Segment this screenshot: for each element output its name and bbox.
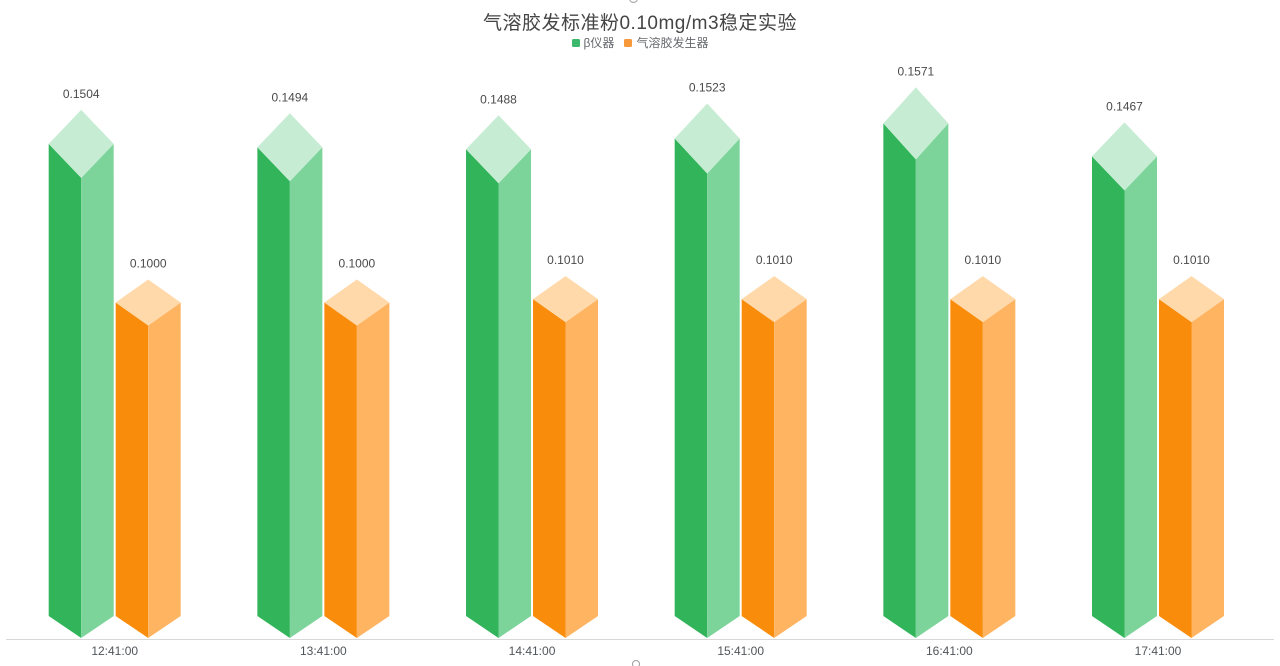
bar-series1-group0[interactable]: 0.1000 bbox=[115, 257, 181, 639]
bar-right-face bbox=[707, 138, 740, 638]
bar-top-cap bbox=[257, 113, 323, 182]
bar-left-face bbox=[1159, 299, 1192, 638]
bar-top-cap bbox=[324, 279, 390, 326]
value-label: 0.1000 bbox=[339, 257, 376, 271]
x-axis-label: 13:41:00 bbox=[300, 644, 347, 658]
bar-series0-group1[interactable]: 0.1494 bbox=[257, 90, 323, 639]
x-axis-label: 15:41:00 bbox=[717, 644, 764, 658]
bar-left-face bbox=[257, 147, 290, 639]
bar-top-cap bbox=[883, 87, 949, 160]
legend-label: 气溶胶发生器 bbox=[636, 36, 709, 50]
bar-series0-group0[interactable]: 0.1504 bbox=[48, 87, 114, 639]
value-label: 0.1010 bbox=[964, 253, 1001, 267]
x-axis-label: 12:41:00 bbox=[91, 644, 138, 658]
value-label: 0.1467 bbox=[1106, 99, 1143, 113]
bar-right-face bbox=[982, 299, 1016, 638]
legend-item-series-1[interactable]: 气溶胶发生器 bbox=[624, 36, 708, 50]
bar-series0-group5[interactable]: 0.1467 bbox=[1092, 99, 1157, 639]
legend-swatch-icon bbox=[571, 39, 580, 47]
bar-right-face bbox=[1124, 156, 1157, 639]
value-label: 0.1523 bbox=[689, 81, 726, 95]
bottom-edge-partial-circle-icon bbox=[632, 660, 640, 666]
x-axis-label: 17:41:00 bbox=[1135, 644, 1182, 658]
bar-series0-group4[interactable]: 0.1571 bbox=[883, 64, 949, 638]
bar-top-cap bbox=[674, 103, 740, 174]
bar-top-cap bbox=[1092, 122, 1157, 191]
bar-series1-group5[interactable]: 0.1010 bbox=[1159, 253, 1224, 638]
bar-series1-group3[interactable]: 0.1010 bbox=[741, 253, 807, 638]
value-label: 0.1571 bbox=[897, 64, 934, 78]
x-axis-label: 16:41:00 bbox=[926, 644, 973, 658]
bar-series0-group2[interactable]: 0.1488 bbox=[466, 92, 532, 638]
bar-right-face bbox=[498, 149, 532, 638]
value-label: 0.1494 bbox=[272, 90, 309, 104]
bar-left-face bbox=[674, 138, 708, 638]
bar-left-face bbox=[533, 299, 566, 638]
bar-left-face bbox=[48, 143, 82, 639]
value-label: 0.1010 bbox=[547, 253, 584, 267]
bar-left-face bbox=[466, 149, 499, 638]
bar-left-face bbox=[115, 302, 149, 638]
value-label: 0.1010 bbox=[756, 253, 793, 267]
bar-series1-group1[interactable]: 0.1000 bbox=[324, 257, 390, 639]
bar-left-face bbox=[741, 299, 775, 638]
bar-top-cap bbox=[466, 115, 532, 184]
bar-right-face bbox=[356, 302, 390, 638]
bar-right-face bbox=[774, 299, 807, 638]
legend-label: β仪器 bbox=[583, 36, 615, 50]
bar-right-face bbox=[148, 302, 181, 638]
bar-right-face bbox=[1191, 299, 1224, 638]
chart-title: 气溶胶发标准粉0.10mg/m3稳定实验 bbox=[482, 13, 798, 34]
bar-series1-group4[interactable]: 0.1010 bbox=[950, 253, 1016, 638]
value-label: 0.1488 bbox=[480, 92, 517, 106]
bar-top-cap bbox=[48, 109, 114, 178]
bar-right-face bbox=[81, 143, 114, 639]
bar-left-face bbox=[950, 299, 983, 638]
value-label: 0.1000 bbox=[130, 257, 167, 271]
value-label: 0.1010 bbox=[1173, 253, 1210, 267]
legend-item-series-0[interactable]: β仪器 bbox=[571, 36, 615, 50]
bar-left-face bbox=[324, 302, 357, 638]
bar-top-cap bbox=[950, 276, 1016, 323]
bar-top-cap bbox=[115, 279, 181, 326]
top-edge-partial-circle-icon bbox=[629, 0, 638, 4]
bar-left-face bbox=[1092, 156, 1125, 639]
legend: β仪器 气溶胶发生器 bbox=[0, 36, 1280, 50]
value-label: 0.1504 bbox=[63, 87, 100, 101]
bar-left-face bbox=[883, 123, 916, 638]
bar-series1-group2[interactable]: 0.1010 bbox=[533, 253, 599, 638]
bar-right-face bbox=[289, 147, 323, 639]
bar-right-face bbox=[915, 123, 949, 638]
bar-series0-group3[interactable]: 0.1523 bbox=[674, 81, 740, 638]
bar-top-cap bbox=[741, 276, 807, 323]
bar-top-cap bbox=[533, 276, 599, 323]
bar-top-cap bbox=[1159, 276, 1224, 323]
x-axis-label: 14:41:00 bbox=[509, 644, 556, 658]
legend-swatch-icon bbox=[624, 39, 633, 47]
bar-right-face bbox=[565, 299, 599, 638]
